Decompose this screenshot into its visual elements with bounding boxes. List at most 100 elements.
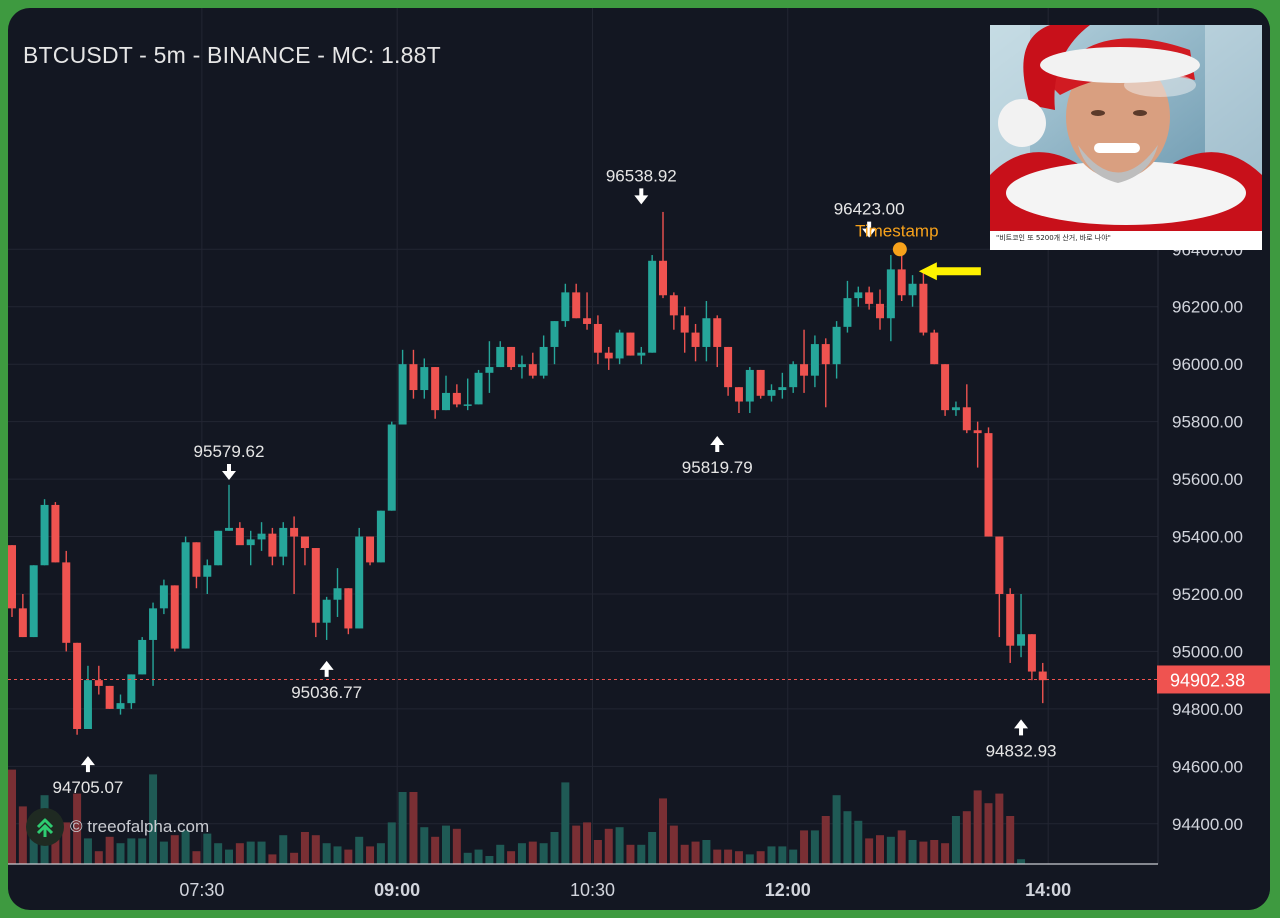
volume-bar xyxy=(8,769,16,864)
volume-bar xyxy=(702,840,711,864)
candle-body xyxy=(1027,634,1036,672)
candle-body xyxy=(257,533,266,540)
candle-body xyxy=(225,527,233,531)
candle xyxy=(398,349,407,425)
candle-body xyxy=(452,392,461,405)
candle xyxy=(1017,593,1026,658)
volume-bar xyxy=(626,844,635,864)
candle xyxy=(843,280,852,333)
arrow-up-icon xyxy=(80,756,95,773)
candle-body xyxy=(713,318,722,347)
candle xyxy=(420,358,429,399)
news-photo[interactable]: "비트코인 또 5200개 산거, 바로 나야" xyxy=(990,25,1262,250)
volume-bar xyxy=(257,841,266,864)
candle-body xyxy=(116,703,125,709)
candle-body xyxy=(268,533,277,557)
price-tick-label: 94400.00 xyxy=(1172,815,1243,834)
volume-bar xyxy=(572,825,581,864)
volume-bar xyxy=(745,854,754,864)
candle xyxy=(886,255,895,342)
candle-body xyxy=(517,364,526,368)
candle-body xyxy=(734,387,743,402)
candle-body xyxy=(984,433,993,537)
volume-bar xyxy=(442,825,450,864)
volume-bar xyxy=(886,836,895,864)
annotation-label: 96538.92 xyxy=(606,166,677,185)
price-tick-label: 95200.00 xyxy=(1172,585,1243,604)
candle-body xyxy=(322,599,331,623)
candle-body xyxy=(897,269,906,296)
candle xyxy=(452,384,461,408)
volume-bar xyxy=(821,816,830,864)
volume-bar xyxy=(734,851,743,864)
candle xyxy=(897,249,906,301)
volume-bar xyxy=(279,835,288,864)
volume-bar xyxy=(691,841,700,864)
candle xyxy=(333,568,342,617)
candle xyxy=(235,522,244,546)
volume-bar xyxy=(420,827,429,864)
candle-body xyxy=(854,292,863,299)
candle xyxy=(572,283,581,319)
volume-bar xyxy=(105,836,114,864)
candle xyxy=(593,315,602,365)
candle xyxy=(789,361,798,393)
chart-panel: 94400.00 94600.00 94800.00 95000.00 95200.00… xyxy=(8,8,1270,910)
candle-body xyxy=(105,685,114,709)
volume-bar xyxy=(767,846,776,864)
candle-body xyxy=(62,562,71,643)
volume-bar xyxy=(550,832,559,864)
candle xyxy=(951,401,960,416)
candle-body xyxy=(127,674,136,704)
candle xyxy=(225,484,233,531)
candle-body xyxy=(930,332,939,365)
candle xyxy=(528,352,537,379)
volume-bar xyxy=(431,836,440,864)
volume-bar xyxy=(919,841,928,864)
candle xyxy=(821,338,830,408)
extreme-annotations: 94705.07 95579.62 95036.77 96538.92 95819.79… xyxy=(52,166,1056,797)
candle-body xyxy=(691,332,700,347)
candle xyxy=(637,346,646,365)
volume-bar xyxy=(290,852,299,864)
current-price-label: 94902.38 xyxy=(1170,670,1245,690)
time-tick-label: 14:00 xyxy=(1025,880,1071,900)
candle xyxy=(648,255,657,353)
volume-bar xyxy=(995,793,1004,864)
candle xyxy=(431,367,440,419)
candle xyxy=(62,550,71,652)
candle xyxy=(311,548,320,638)
volume-bar xyxy=(83,838,92,864)
candle-body xyxy=(192,542,201,577)
volume-bar xyxy=(507,851,516,864)
volume-bar xyxy=(854,820,863,864)
candle xyxy=(626,332,635,356)
volume-bar xyxy=(604,828,613,864)
time-axis-labels: 07:30 09:00 10:30 12:00 14:00 xyxy=(179,880,1071,900)
candle-body xyxy=(583,318,592,324)
candle xyxy=(941,364,950,416)
volume-bar xyxy=(300,832,309,864)
volume-bar xyxy=(409,792,418,864)
current-price-tag xyxy=(1157,665,1270,694)
candle-body xyxy=(398,364,407,425)
time-tick-label: 09:00 xyxy=(374,880,420,900)
candle xyxy=(659,211,667,299)
volume-bar xyxy=(843,811,852,864)
volume-bar xyxy=(648,832,657,864)
candle xyxy=(713,315,722,368)
candle-body xyxy=(485,367,494,373)
candle xyxy=(702,300,711,362)
candle-body xyxy=(170,585,179,649)
price-tick-label: 96000.00 xyxy=(1172,355,1243,374)
candle xyxy=(669,292,678,330)
candle-body xyxy=(420,367,429,391)
candle-body xyxy=(149,608,158,640)
watermark[interactable]: © treeofalpha.com xyxy=(26,808,209,846)
candle xyxy=(832,321,841,379)
candle-body xyxy=(951,407,960,411)
candle xyxy=(51,502,60,563)
candle-body xyxy=(29,565,38,638)
candle-body xyxy=(745,369,754,402)
candle xyxy=(116,694,125,715)
